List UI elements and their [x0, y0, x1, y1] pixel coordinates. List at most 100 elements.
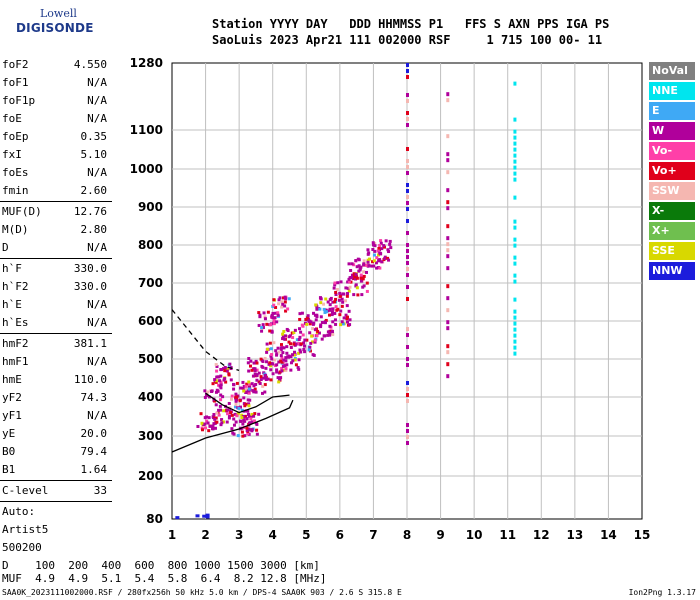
echo-point: [269, 364, 273, 368]
echo-point: [334, 305, 338, 309]
legend-item: X+: [649, 222, 695, 240]
x-tick-label: 13: [567, 528, 584, 542]
echo-point: [241, 380, 245, 384]
echo-point: [245, 382, 249, 386]
echo-point: [320, 337, 324, 341]
band-segment: [513, 327, 517, 332]
echo-point: [309, 341, 313, 345]
param-row: Artist5: [0, 521, 112, 539]
band-segment: [406, 183, 409, 187]
echo-point: [361, 277, 365, 281]
band-segment: [446, 188, 450, 193]
echo-point: [299, 330, 303, 334]
band-segment: [513, 279, 517, 284]
echo-point: [254, 359, 258, 363]
echo-point: [378, 251, 382, 255]
echo-point: [378, 243, 382, 247]
echo-point: [229, 411, 233, 415]
echo-point: [252, 384, 256, 388]
echo-point: [374, 261, 378, 265]
echo-point: [328, 333, 332, 337]
echo-point: [255, 374, 259, 378]
echo-point: [276, 311, 280, 315]
echo-point: [215, 411, 219, 415]
band-segment: [513, 81, 517, 86]
echo-point: [265, 360, 269, 364]
echo-point: [220, 418, 224, 422]
band-segment: [513, 165, 517, 170]
echo-point: [252, 414, 256, 418]
echo-point: [273, 358, 277, 362]
band-segment: [446, 98, 450, 103]
echo-point: [241, 415, 245, 419]
echo-point: [283, 300, 287, 304]
band-segment: [446, 134, 450, 139]
echo-point: [241, 386, 245, 390]
footer: SAA0K_2023111002000.RSF / 280fx256h 50 k…: [2, 588, 698, 597]
echo-point: [240, 430, 244, 434]
echo-point: [331, 320, 335, 324]
band-segment: [406, 441, 409, 445]
echo-point: [265, 350, 269, 354]
header-line-1: Station YYYY DAY DDD HHMMSS P1 FFS S AXN…: [212, 17, 610, 31]
echo-point: [318, 307, 322, 311]
echo-point: [284, 367, 288, 371]
echo-point: [286, 307, 290, 311]
echo-point: [336, 281, 340, 285]
echo-point: [284, 309, 288, 313]
echo-point: [282, 346, 286, 350]
echo-point: [340, 304, 344, 308]
param-divider: [0, 480, 112, 481]
echo-point: [244, 384, 248, 388]
param-value: N/A: [87, 241, 107, 254]
echo-point: [247, 387, 251, 391]
trace-line: [171, 399, 294, 453]
echo-point: [238, 399, 242, 403]
echo-point: [330, 329, 334, 333]
param-row: B1 1.64: [0, 461, 112, 479]
echo-point: [334, 297, 338, 301]
param-row: M(D) 2.80: [0, 221, 112, 239]
echo-point: [215, 369, 219, 373]
param-row: h`E N/A: [0, 296, 112, 314]
echo-point: [211, 382, 215, 386]
echo-point: [245, 426, 249, 430]
echo-point: [244, 402, 248, 406]
echo-point: [240, 416, 244, 420]
echo-point: [347, 279, 351, 283]
echo-point: [208, 424, 212, 428]
logo-lowell-text: Lowell: [40, 7, 77, 20]
echo-point: [214, 390, 218, 394]
muf-row: MUF 4.9 4.9 5.1 5.4 5.8 6.4 8.2 12.8 [MH…: [2, 572, 327, 585]
echo-point: [296, 365, 300, 369]
echo-point: [221, 395, 225, 399]
echo-point: [280, 300, 284, 304]
x-tick-label: 2: [201, 528, 209, 542]
param-label: yE: [2, 427, 16, 440]
param-label: foF2: [2, 58, 29, 71]
footer-file-info: SAA0K_2023111002000.RSF / 280fx256h 50 k…: [2, 588, 402, 597]
echo-point: [285, 363, 289, 367]
echo-point: [315, 313, 319, 317]
echo-point: [199, 412, 203, 416]
echo-point: [355, 286, 359, 290]
echo-point: [280, 346, 284, 350]
param-label: hmF2: [2, 337, 29, 350]
echo-point: [277, 350, 281, 354]
param-divider: [0, 258, 112, 259]
param-label: C-level: [2, 484, 49, 497]
echo-point: [333, 281, 337, 285]
echo-point: [258, 315, 262, 319]
echo-point: [293, 358, 297, 362]
echo-point: [241, 422, 245, 426]
echo-point: [263, 383, 267, 387]
echo-point: [273, 316, 277, 320]
echo-point: [217, 408, 221, 412]
param-row: foF1p N/A: [0, 92, 112, 110]
legend-item: NNW: [649, 262, 695, 280]
echo-point: [249, 417, 253, 421]
echo-point: [277, 298, 281, 302]
param-value: 110.0: [73, 373, 107, 386]
echo-point: [371, 241, 375, 245]
echo-point: [283, 295, 287, 299]
